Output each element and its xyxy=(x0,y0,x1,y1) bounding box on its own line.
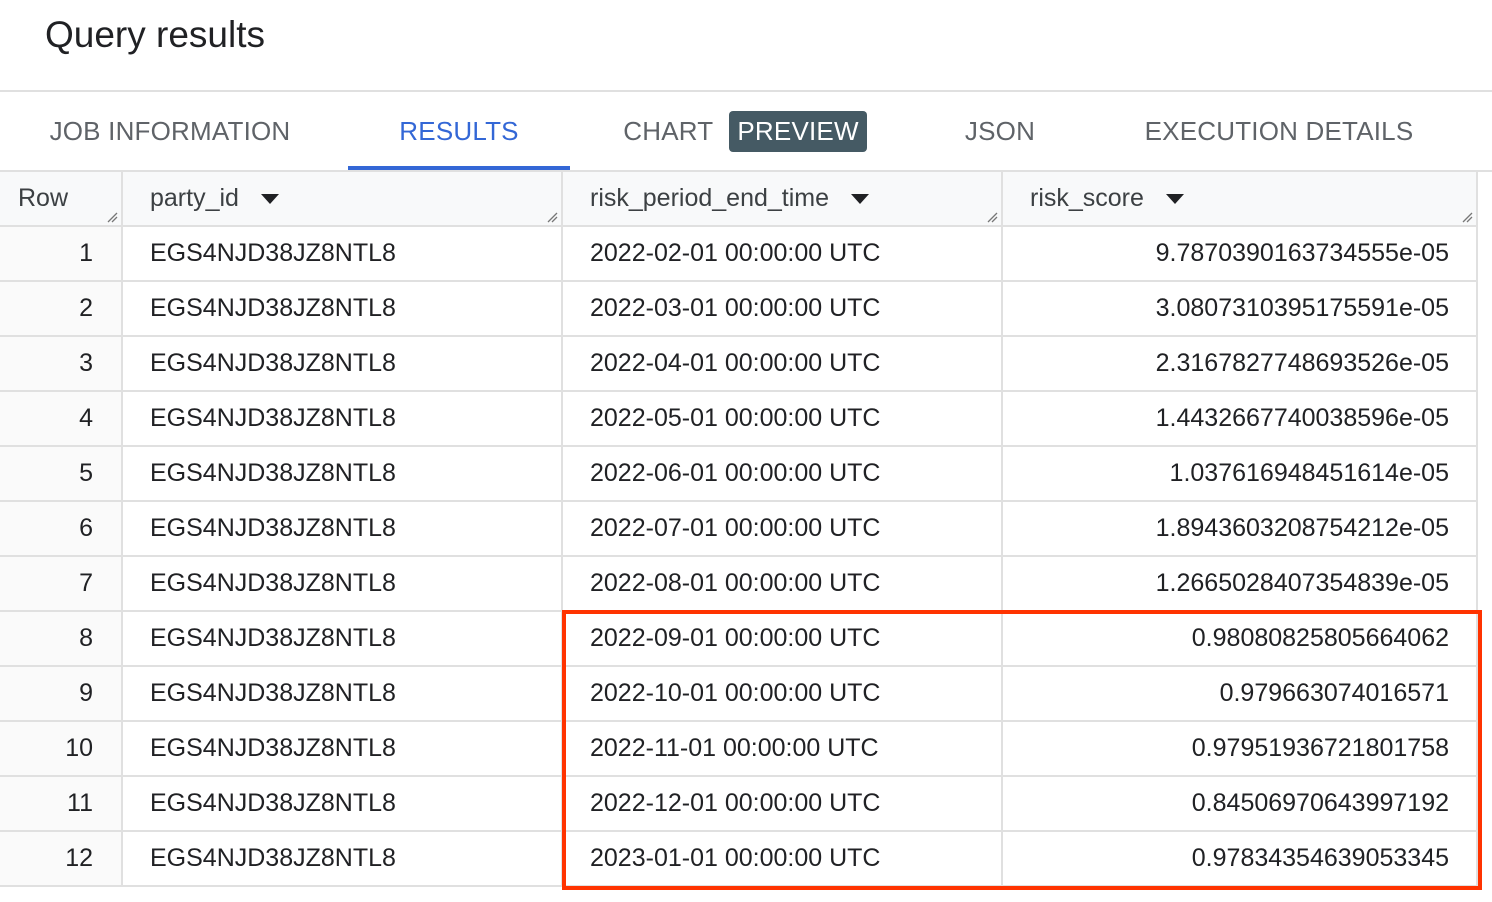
table-row[interactable]: 3 EGS4NJD38JZ8NTL8 2022-04-01 00:00:00 UTC… xyxy=(0,336,1478,392)
sort-dropdown-icon[interactable] xyxy=(851,194,870,205)
table-row[interactable]: 9 EGS4NJD38JZ8NTL8 2022-10-01 00:00:00 UTC… xyxy=(0,666,1478,722)
party-id-cell[interactable]: EGS4NJD38JZ8NTL8 xyxy=(122,501,563,557)
row-number[interactable]: 3 xyxy=(0,336,123,392)
table-row[interactable]: 2 EGS4NJD38JZ8NTL8 2022-03-01 00:00:00 UTC… xyxy=(0,281,1478,337)
column-label: risk_score xyxy=(1030,184,1144,212)
row-number[interactable]: 10 xyxy=(0,721,123,777)
sort-dropdown-icon[interactable] xyxy=(1165,194,1184,205)
risk-score-cell[interactable]: 0.97834354639053345 xyxy=(1002,831,1478,887)
risk-score-cell[interactable]: 9.7870390163734555e-05 xyxy=(1002,226,1478,282)
page-title: Query results xyxy=(45,14,266,55)
row-number[interactable]: 1 xyxy=(0,226,123,282)
row-number[interactable]: 7 xyxy=(0,556,123,612)
risk-period-end-time-cell[interactable]: 2022-04-01 00:00:00 UTC xyxy=(562,336,1003,392)
table-row[interactable]: 8 EGS4NJD38JZ8NTL8 2022-09-01 00:00:00 UTC… xyxy=(0,611,1478,667)
row-number[interactable]: 8 xyxy=(0,611,123,667)
risk-score-cell[interactable]: 3.0807310395175591e-05 xyxy=(1002,281,1478,337)
party-id-cell[interactable]: EGS4NJD38JZ8NTL8 xyxy=(122,336,563,392)
row-number[interactable]: 12 xyxy=(0,831,123,887)
risk-score-cell[interactable]: 2.3167827748693526e-05 xyxy=(1002,336,1478,392)
risk-score-cell[interactable]: 1.2665028407354839e-05 xyxy=(1002,556,1478,612)
risk-period-end-time-cell[interactable]: 2022-07-01 00:00:00 UTC xyxy=(562,501,1003,557)
resize-handle-icon[interactable] xyxy=(546,211,558,223)
tab-bar: JOB INFORMATION RESULTS CHART PREVIEW JSO… xyxy=(0,92,1492,170)
results-table: Row party_id risk_period_end_time risk_s… xyxy=(0,172,1478,887)
tab-label: CHART xyxy=(623,115,714,146)
risk-period-end-time-cell[interactable]: 2022-03-01 00:00:00 UTC xyxy=(562,281,1003,337)
resize-handle-icon[interactable] xyxy=(106,211,118,223)
risk-period-end-time-cell[interactable]: 2022-10-01 00:00:00 UTC xyxy=(562,666,1003,722)
row-number[interactable]: 9 xyxy=(0,666,123,722)
column-label: risk_period_end_time xyxy=(590,184,830,212)
column-label: Row xyxy=(18,184,69,212)
risk-score-cell[interactable]: 0.84506970643997192 xyxy=(1002,776,1478,832)
risk-score-cell[interactable]: 0.979663074016571 xyxy=(1002,666,1478,722)
party-id-cell[interactable]: EGS4NJD38JZ8NTL8 xyxy=(122,776,563,832)
party-id-cell[interactable]: EGS4NJD38JZ8NTL8 xyxy=(122,391,563,447)
tab-label: EXECUTION DETAILS xyxy=(1144,115,1414,146)
party-id-cell[interactable]: EGS4NJD38JZ8NTL8 xyxy=(122,666,563,722)
risk-score-cell[interactable]: 1.8943603208754212e-05 xyxy=(1002,501,1478,557)
party-id-cell[interactable]: EGS4NJD38JZ8NTL8 xyxy=(122,611,563,667)
column-header-risk-period-end-time[interactable]: risk_period_end_time xyxy=(562,172,1003,227)
table-row[interactable]: 5 EGS4NJD38JZ8NTL8 2022-06-01 00:00:00 UTC… xyxy=(0,446,1478,502)
table-row[interactable]: 12 EGS4NJD38JZ8NTL8 2023-01-01 00:00:00 UT… xyxy=(0,831,1478,887)
party-id-cell[interactable]: EGS4NJD38JZ8NTL8 xyxy=(122,831,563,887)
resize-handle-icon[interactable] xyxy=(1461,211,1473,223)
party-id-cell[interactable]: EGS4NJD38JZ8NTL8 xyxy=(122,226,563,282)
column-label: party_id xyxy=(150,184,239,212)
table-row[interactable]: 4 EGS4NJD38JZ8NTL8 2022-05-01 00:00:00 UTC… xyxy=(0,391,1478,447)
table-header: Row party_id risk_period_end_time risk_s… xyxy=(0,172,1478,227)
table-row[interactable]: 1 EGS4NJD38JZ8NTL8 2022-02-01 00:00:00 UTC… xyxy=(0,226,1478,282)
risk-period-end-time-cell[interactable]: 2022-05-01 00:00:00 UTC xyxy=(562,391,1003,447)
risk-period-end-time-cell[interactable]: 2023-01-01 00:00:00 UTC xyxy=(562,831,1003,887)
row-number[interactable]: 6 xyxy=(0,501,123,557)
party-id-cell[interactable]: EGS4NJD38JZ8NTL8 xyxy=(122,556,563,612)
risk-score-cell[interactable]: 0.98080825805664062 xyxy=(1002,611,1478,667)
risk-score-cell[interactable]: 1.4432667740038596e-05 xyxy=(1002,391,1478,447)
table-row[interactable]: 11 EGS4NJD38JZ8NTL8 2022-12-01 00:00:00 UT… xyxy=(0,776,1478,832)
sort-dropdown-icon[interactable] xyxy=(260,194,279,205)
row-number[interactable]: 2 xyxy=(0,281,123,337)
tab-execution-details[interactable]: EXECUTION DETAILS xyxy=(1120,92,1438,170)
resize-handle-icon[interactable] xyxy=(986,211,998,223)
tab-json[interactable]: JSON xyxy=(940,92,1060,170)
table-row[interactable]: 6 EGS4NJD38JZ8NTL8 2022-07-01 00:00:00 UTC… xyxy=(0,501,1478,557)
row-number[interactable]: 11 xyxy=(0,776,123,832)
tab-label: JSON xyxy=(964,115,1036,146)
column-header-party-id[interactable]: party_id xyxy=(122,172,563,227)
risk-score-cell[interactable]: 1.037616948451614e-05 xyxy=(1002,446,1478,502)
preview-badge: PREVIEW xyxy=(729,110,867,152)
column-header-row[interactable]: Row xyxy=(0,172,123,227)
tab-label: RESULTS xyxy=(399,115,519,146)
risk-period-end-time-cell[interactable]: 2022-08-01 00:00:00 UTC xyxy=(562,556,1003,612)
tab-chart[interactable]: CHART PREVIEW xyxy=(600,92,890,170)
party-id-cell[interactable]: EGS4NJD38JZ8NTL8 xyxy=(122,721,563,777)
risk-score-cell[interactable]: 0.97951936721801758 xyxy=(1002,721,1478,777)
tab-results[interactable]: RESULTS xyxy=(348,92,570,170)
column-header-risk-score[interactable]: risk_score xyxy=(1002,172,1478,227)
party-id-cell[interactable]: EGS4NJD38JZ8NTL8 xyxy=(122,446,563,502)
risk-period-end-time-cell[interactable]: 2022-09-01 00:00:00 UTC xyxy=(562,611,1003,667)
risk-period-end-time-cell[interactable]: 2022-02-01 00:00:00 UTC xyxy=(562,226,1003,282)
divider xyxy=(0,90,1492,92)
row-number[interactable]: 4 xyxy=(0,391,123,447)
row-number[interactable]: 5 xyxy=(0,446,123,502)
table-row[interactable]: 10 EGS4NJD38JZ8NTL8 2022-11-01 00:00:00 UT… xyxy=(0,721,1478,777)
party-id-cell[interactable]: EGS4NJD38JZ8NTL8 xyxy=(122,281,563,337)
risk-period-end-time-cell[interactable]: 2022-12-01 00:00:00 UTC xyxy=(562,776,1003,832)
tab-job-information[interactable]: JOB INFORMATION xyxy=(20,92,320,170)
divider xyxy=(0,170,1492,172)
tab-label: JOB INFORMATION xyxy=(49,115,291,146)
table-row[interactable]: 7 EGS4NJD38JZ8NTL8 2022-08-01 00:00:00 UTC… xyxy=(0,556,1478,612)
risk-period-end-time-cell[interactable]: 2022-11-01 00:00:00 UTC xyxy=(562,721,1003,777)
risk-period-end-time-cell[interactable]: 2022-06-01 00:00:00 UTC xyxy=(562,446,1003,502)
